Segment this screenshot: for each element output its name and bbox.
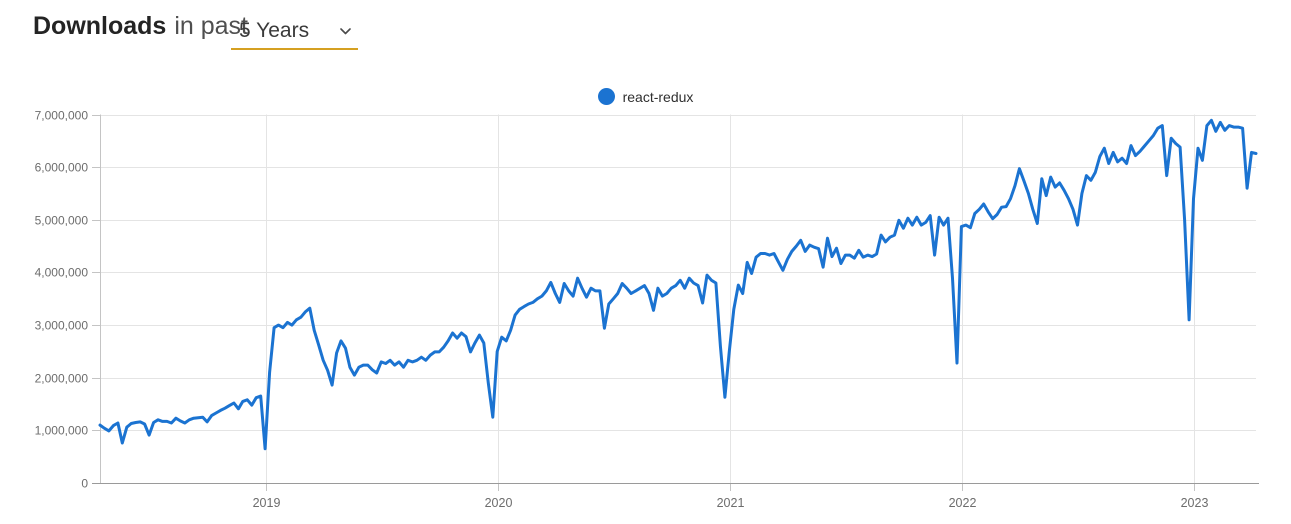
legend-marker-icon [597, 88, 615, 105]
x-tick-label: 2022 [949, 496, 977, 510]
x-tick-label: 2021 [717, 496, 745, 510]
time-range-value: 5 Years [239, 19, 310, 42]
chart-legend: react-redux [0, 88, 1291, 105]
x-tick-label: 2019 [253, 496, 281, 510]
page-title-sub: in past [174, 12, 249, 40]
y-tick-label: 2,000,000 [35, 372, 89, 386]
chevron-down-icon [340, 27, 351, 34]
x-tick-label: 2023 [1181, 496, 1209, 510]
series-line-react-redux[interactable] [98, 118, 1258, 451]
y-tick-label: 5,000,000 [35, 214, 89, 228]
y-tick-label: 7,000,000 [35, 109, 89, 123]
page-title-main: Downloads [33, 12, 167, 40]
page-title: Downloads in past [33, 12, 248, 41]
y-tick-label: 0 [81, 477, 88, 491]
x-tick-label: 2020 [485, 496, 513, 510]
y-tick-label: 6,000,000 [35, 161, 89, 175]
y-tick-label: 3,000,000 [35, 319, 89, 333]
y-tick-label: 4,000,000 [35, 266, 89, 280]
legend-item-react-redux[interactable]: react-redux [597, 88, 694, 105]
time-range-dropdown[interactable]: 5 Years [231, 17, 358, 50]
y-tick-label: 1,000,000 [35, 424, 89, 438]
legend-label: react-redux [622, 88, 694, 105]
